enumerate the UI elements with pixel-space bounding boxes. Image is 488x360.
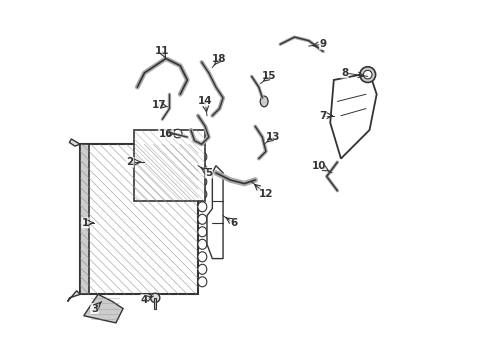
Circle shape [363, 70, 371, 79]
FancyBboxPatch shape [80, 144, 198, 294]
Polygon shape [83, 294, 123, 323]
Ellipse shape [198, 252, 206, 262]
Text: 18: 18 [212, 54, 226, 64]
Polygon shape [206, 166, 223, 258]
Text: 13: 13 [265, 132, 280, 142]
Circle shape [359, 67, 375, 82]
Ellipse shape [198, 189, 206, 199]
Polygon shape [69, 139, 80, 146]
Text: 10: 10 [312, 161, 326, 171]
Text: 3: 3 [91, 303, 98, 314]
Ellipse shape [198, 202, 206, 212]
Text: 15: 15 [262, 71, 276, 81]
Ellipse shape [198, 227, 206, 237]
Circle shape [173, 129, 182, 138]
Ellipse shape [198, 264, 206, 274]
Text: 12: 12 [258, 189, 273, 199]
Text: 14: 14 [198, 96, 212, 107]
FancyBboxPatch shape [80, 144, 89, 294]
Text: 17: 17 [151, 100, 166, 110]
Ellipse shape [198, 239, 206, 249]
Text: 2: 2 [126, 157, 134, 167]
Ellipse shape [198, 152, 206, 162]
Circle shape [150, 293, 160, 302]
Ellipse shape [260, 96, 267, 107]
Polygon shape [67, 291, 80, 301]
FancyBboxPatch shape [134, 130, 205, 202]
Text: 7: 7 [319, 111, 326, 121]
Bar [154, 298, 156, 309]
Text: 5: 5 [205, 168, 212, 178]
Ellipse shape [198, 177, 206, 187]
Text: 8: 8 [340, 68, 347, 78]
Text: 4: 4 [141, 295, 148, 305]
Text: 1: 1 [82, 218, 89, 228]
Text: 9: 9 [319, 39, 326, 49]
Polygon shape [329, 73, 376, 158]
Text: 11: 11 [155, 46, 169, 57]
Text: 16: 16 [158, 129, 173, 139]
Text: 6: 6 [230, 218, 237, 228]
Ellipse shape [198, 214, 206, 224]
Ellipse shape [198, 277, 206, 287]
Ellipse shape [198, 164, 206, 174]
